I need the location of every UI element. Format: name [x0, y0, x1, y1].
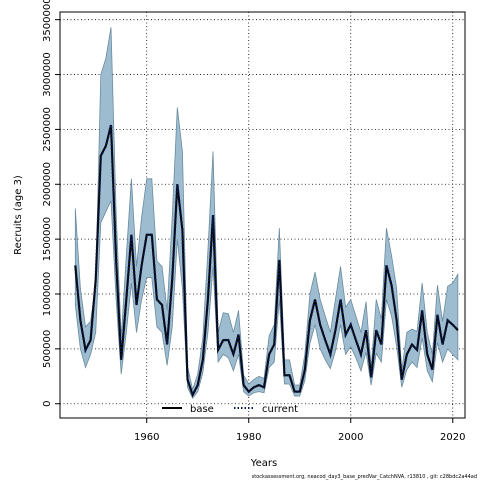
series-line	[74, 124, 459, 399]
x-tick-label: 1980	[236, 432, 261, 443]
y-tick-label: 0	[42, 401, 53, 407]
footer: stockassessment.org, neacod_day3_base_pr…	[252, 474, 477, 480]
x-tick-label: 1960	[134, 432, 159, 443]
y-tick-label: 1000000	[42, 272, 53, 317]
x-tick-label: 2020	[440, 432, 465, 443]
x-axis-label: Years	[250, 458, 277, 469]
y-tick-label: 3000000	[42, 52, 53, 97]
confidence-band	[74, 27, 459, 400]
y-tick-label: 2500000	[42, 107, 53, 152]
y-tick-label: 1500000	[42, 217, 53, 262]
x-tick-label: 2000	[338, 432, 363, 443]
legend-label: current	[262, 404, 298, 415]
y-tick-label: 3500000	[42, 0, 53, 42]
legend-label: base	[190, 404, 214, 415]
y-tick-label: 500000	[42, 330, 53, 368]
y-tick-label: 2000000	[42, 162, 53, 207]
y-axis-label: Recruits (age 3)	[13, 175, 24, 255]
plot-frame	[59, 11, 466, 419]
